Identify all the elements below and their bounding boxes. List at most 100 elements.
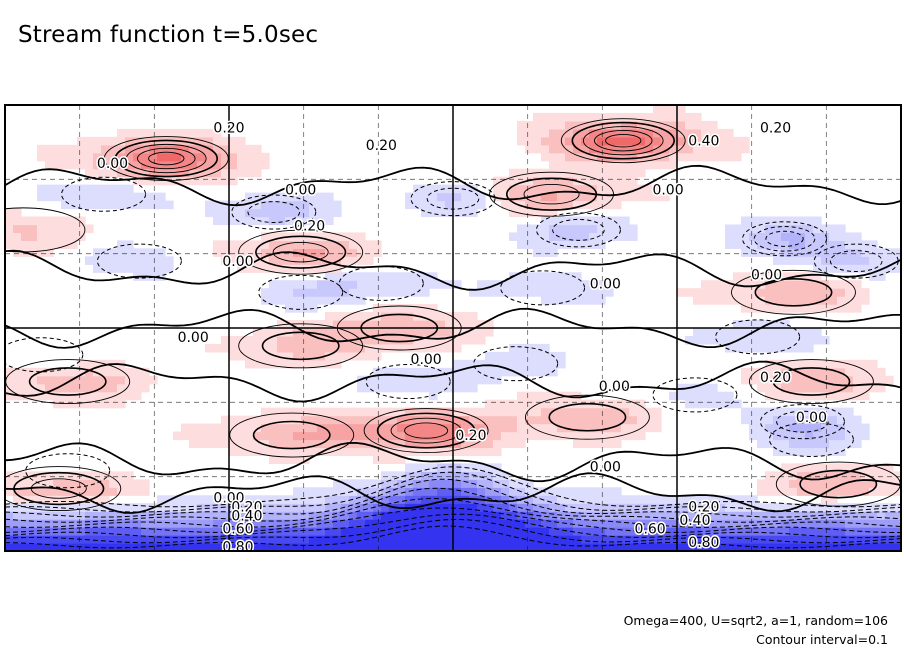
field-cell [781, 359, 790, 369]
field-cell [589, 527, 598, 536]
field-cell [93, 200, 102, 210]
field-cell [61, 200, 70, 210]
field-cell [861, 367, 870, 377]
field-cell [789, 527, 798, 536]
field-cell [421, 527, 430, 536]
field-cell [861, 296, 870, 305]
field-cell [853, 367, 862, 377]
field-cell [333, 351, 342, 361]
field-cell [525, 120, 534, 130]
field-cell [93, 168, 102, 178]
field-cell [389, 280, 398, 289]
field-cell [789, 543, 798, 551]
field-cell [869, 503, 878, 512]
field-cell [621, 423, 630, 433]
field-cell [725, 511, 734, 520]
field-cell [37, 511, 46, 520]
field-cell [533, 495, 542, 504]
field-cell [805, 343, 814, 353]
contour-label: 0.00 [796, 410, 827, 426]
field-cell [261, 495, 270, 504]
field-cell [349, 232, 358, 241]
field-cell [709, 495, 718, 504]
field-cell [229, 519, 238, 528]
field-cell [797, 527, 806, 536]
field-cell [461, 471, 470, 480]
field-cell [605, 216, 614, 226]
negative-contour [247, 201, 301, 224]
contour-label: 0.00 [178, 330, 209, 346]
field-cell [173, 543, 182, 551]
field-cell [413, 328, 422, 337]
field-cell [757, 383, 766, 393]
field-cell [893, 543, 901, 551]
field-cell [261, 248, 270, 257]
field-cell [253, 200, 262, 210]
field-cell [61, 240, 70, 249]
negative-contour [765, 230, 804, 247]
field-cell [117, 200, 126, 210]
field-cell [309, 280, 318, 289]
field-cell [885, 463, 894, 472]
field-cell [237, 535, 246, 544]
contour-label: 0.20 [366, 138, 397, 154]
negative-contour [365, 364, 451, 400]
field-cell [797, 359, 806, 369]
field-cell [733, 320, 742, 329]
field-cell [437, 479, 446, 488]
field-cell [61, 216, 70, 226]
field-cell [77, 519, 86, 528]
field-cell [541, 391, 550, 401]
field-cell [413, 280, 422, 289]
field-cell [325, 543, 334, 551]
field-cell [709, 335, 718, 345]
field-cell [477, 527, 486, 536]
field-cell [253, 168, 262, 178]
field-cell [157, 176, 166, 186]
field-cell [293, 527, 302, 536]
field-cell [437, 543, 446, 551]
field-cell [533, 192, 542, 202]
field-cell [853, 487, 862, 496]
field-cell [613, 168, 622, 178]
field-cell [685, 495, 694, 504]
field-cell [789, 216, 798, 226]
field-cell [621, 144, 630, 154]
field-cell [853, 304, 862, 313]
field-cell [861, 503, 870, 512]
field-cell [781, 280, 790, 289]
field-cell [309, 216, 318, 226]
field-cell [765, 383, 774, 393]
field-cell [349, 479, 358, 488]
field-cell [757, 240, 766, 249]
field-cell [749, 407, 758, 417]
field-cell [309, 335, 318, 345]
field-cell [509, 280, 518, 289]
field-cell [205, 431, 214, 441]
field-cell [525, 479, 534, 488]
field-cell [53, 527, 62, 536]
field-cell [549, 176, 558, 186]
field-cell [349, 423, 358, 433]
field-cell [669, 511, 678, 520]
field-cell [277, 320, 286, 329]
field-cell [509, 487, 518, 496]
field-cell [413, 535, 422, 544]
field-cell [429, 200, 438, 210]
field-cell [445, 447, 454, 457]
field-cell [269, 535, 278, 544]
field-cell [797, 248, 806, 257]
field-cell [77, 367, 86, 377]
field-cell [789, 439, 798, 449]
field-cell [397, 320, 406, 329]
field-cell [837, 527, 846, 536]
field-cell [733, 136, 742, 146]
field-cell [349, 487, 358, 496]
field-cell [725, 224, 734, 234]
field-cell [797, 240, 806, 249]
field-cell [717, 519, 726, 528]
field-cell [45, 184, 54, 194]
field-cell [845, 264, 854, 273]
field-cell [565, 144, 574, 154]
field-cell [837, 264, 846, 273]
